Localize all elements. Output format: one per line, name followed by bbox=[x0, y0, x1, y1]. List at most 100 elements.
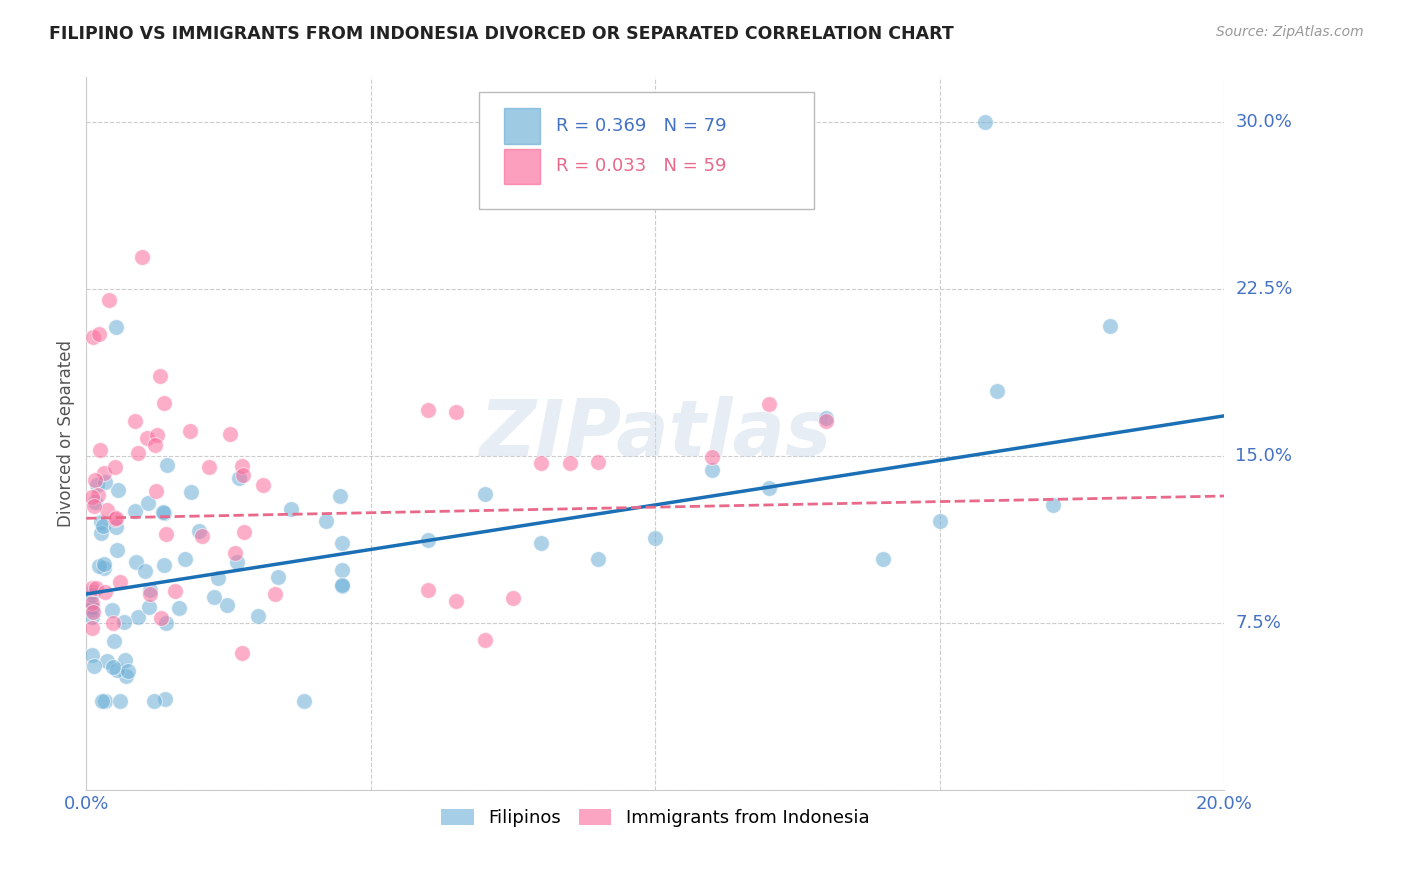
Point bbox=[700, 450, 723, 464]
Point bbox=[588, 551, 610, 566]
Point bbox=[145, 484, 167, 499]
Point bbox=[644, 143, 666, 157]
Point bbox=[252, 478, 274, 492]
Point bbox=[163, 583, 186, 598]
Point bbox=[179, 425, 201, 439]
Point bbox=[125, 555, 148, 569]
Point bbox=[90, 525, 112, 540]
Point bbox=[474, 632, 496, 647]
Point bbox=[191, 529, 214, 543]
Point bbox=[96, 654, 118, 668]
Point bbox=[167, 601, 190, 615]
Point bbox=[80, 610, 103, 624]
Point bbox=[152, 505, 174, 519]
Point bbox=[94, 584, 117, 599]
Point bbox=[644, 531, 666, 545]
Point bbox=[86, 478, 108, 492]
Point bbox=[80, 584, 103, 599]
Point bbox=[134, 564, 156, 578]
Point bbox=[87, 558, 110, 573]
Text: Source: ZipAtlas.com: Source: ZipAtlas.com bbox=[1216, 25, 1364, 39]
Point bbox=[103, 660, 125, 674]
Point bbox=[330, 564, 353, 578]
Point bbox=[80, 648, 103, 662]
Point bbox=[131, 250, 153, 264]
Point bbox=[83, 473, 105, 487]
Text: 22.5%: 22.5% bbox=[1236, 280, 1292, 298]
Point bbox=[112, 615, 135, 629]
Point bbox=[84, 495, 107, 509]
Point bbox=[103, 634, 125, 648]
Text: 7.5%: 7.5% bbox=[1236, 614, 1281, 632]
Legend: Filipinos, Immigrants from Indonesia: Filipinos, Immigrants from Indonesia bbox=[434, 802, 876, 834]
Point bbox=[187, 524, 209, 538]
Point bbox=[80, 602, 103, 616]
Point bbox=[104, 520, 127, 534]
Point bbox=[136, 496, 159, 510]
Point bbox=[155, 527, 177, 541]
Point bbox=[530, 536, 553, 550]
Point bbox=[149, 611, 172, 625]
Point bbox=[146, 427, 169, 442]
Point bbox=[330, 536, 353, 550]
Point bbox=[974, 115, 997, 129]
Point bbox=[153, 506, 176, 520]
Point bbox=[139, 587, 162, 601]
Point bbox=[153, 692, 176, 706]
Point bbox=[758, 397, 780, 411]
Point bbox=[928, 514, 950, 528]
Point bbox=[872, 552, 894, 566]
Point bbox=[246, 608, 269, 623]
Point bbox=[444, 405, 467, 419]
Point bbox=[198, 460, 221, 475]
Point bbox=[416, 582, 439, 597]
Point bbox=[101, 615, 124, 630]
Point bbox=[101, 603, 124, 617]
Text: R = 0.369   N = 79: R = 0.369 N = 79 bbox=[557, 117, 727, 135]
Point bbox=[224, 546, 246, 560]
Point bbox=[444, 593, 467, 607]
Point bbox=[180, 484, 202, 499]
Point bbox=[202, 590, 225, 604]
Point bbox=[588, 455, 610, 469]
Point bbox=[105, 663, 128, 677]
Text: 30.0%: 30.0% bbox=[1236, 113, 1292, 131]
Point bbox=[90, 515, 112, 529]
Point bbox=[127, 446, 149, 460]
Point bbox=[267, 570, 290, 584]
Point bbox=[149, 368, 172, 383]
Point bbox=[93, 561, 115, 575]
Point bbox=[416, 533, 439, 548]
Point bbox=[114, 652, 136, 666]
Point bbox=[83, 499, 105, 513]
Point bbox=[330, 579, 353, 593]
Text: FILIPINO VS IMMIGRANTS FROM INDONESIA DIVORCED OR SEPARATED CORRELATION CHART: FILIPINO VS IMMIGRANTS FROM INDONESIA DI… bbox=[49, 25, 953, 43]
Point bbox=[89, 327, 111, 342]
Point bbox=[80, 582, 103, 596]
Point bbox=[108, 694, 131, 708]
FancyBboxPatch shape bbox=[503, 108, 540, 144]
Y-axis label: Divorced or Separated: Divorced or Separated bbox=[58, 340, 75, 527]
FancyBboxPatch shape bbox=[479, 92, 814, 210]
Point bbox=[80, 599, 103, 614]
Point bbox=[225, 556, 247, 570]
Point bbox=[93, 558, 115, 572]
Point bbox=[152, 396, 174, 410]
Text: ZIPatlas: ZIPatlas bbox=[479, 396, 831, 472]
Point bbox=[207, 571, 229, 585]
Point bbox=[986, 384, 1008, 399]
Point bbox=[94, 694, 117, 708]
Point bbox=[502, 591, 524, 606]
Point bbox=[315, 514, 337, 528]
Point bbox=[329, 489, 352, 503]
Point bbox=[86, 581, 108, 595]
Point bbox=[108, 574, 131, 589]
Point bbox=[103, 460, 125, 475]
Point bbox=[263, 587, 285, 601]
Point bbox=[231, 468, 253, 483]
Point bbox=[139, 582, 162, 597]
Point bbox=[124, 503, 146, 517]
Point bbox=[142, 694, 165, 708]
Point bbox=[218, 427, 240, 442]
Point bbox=[155, 616, 177, 631]
